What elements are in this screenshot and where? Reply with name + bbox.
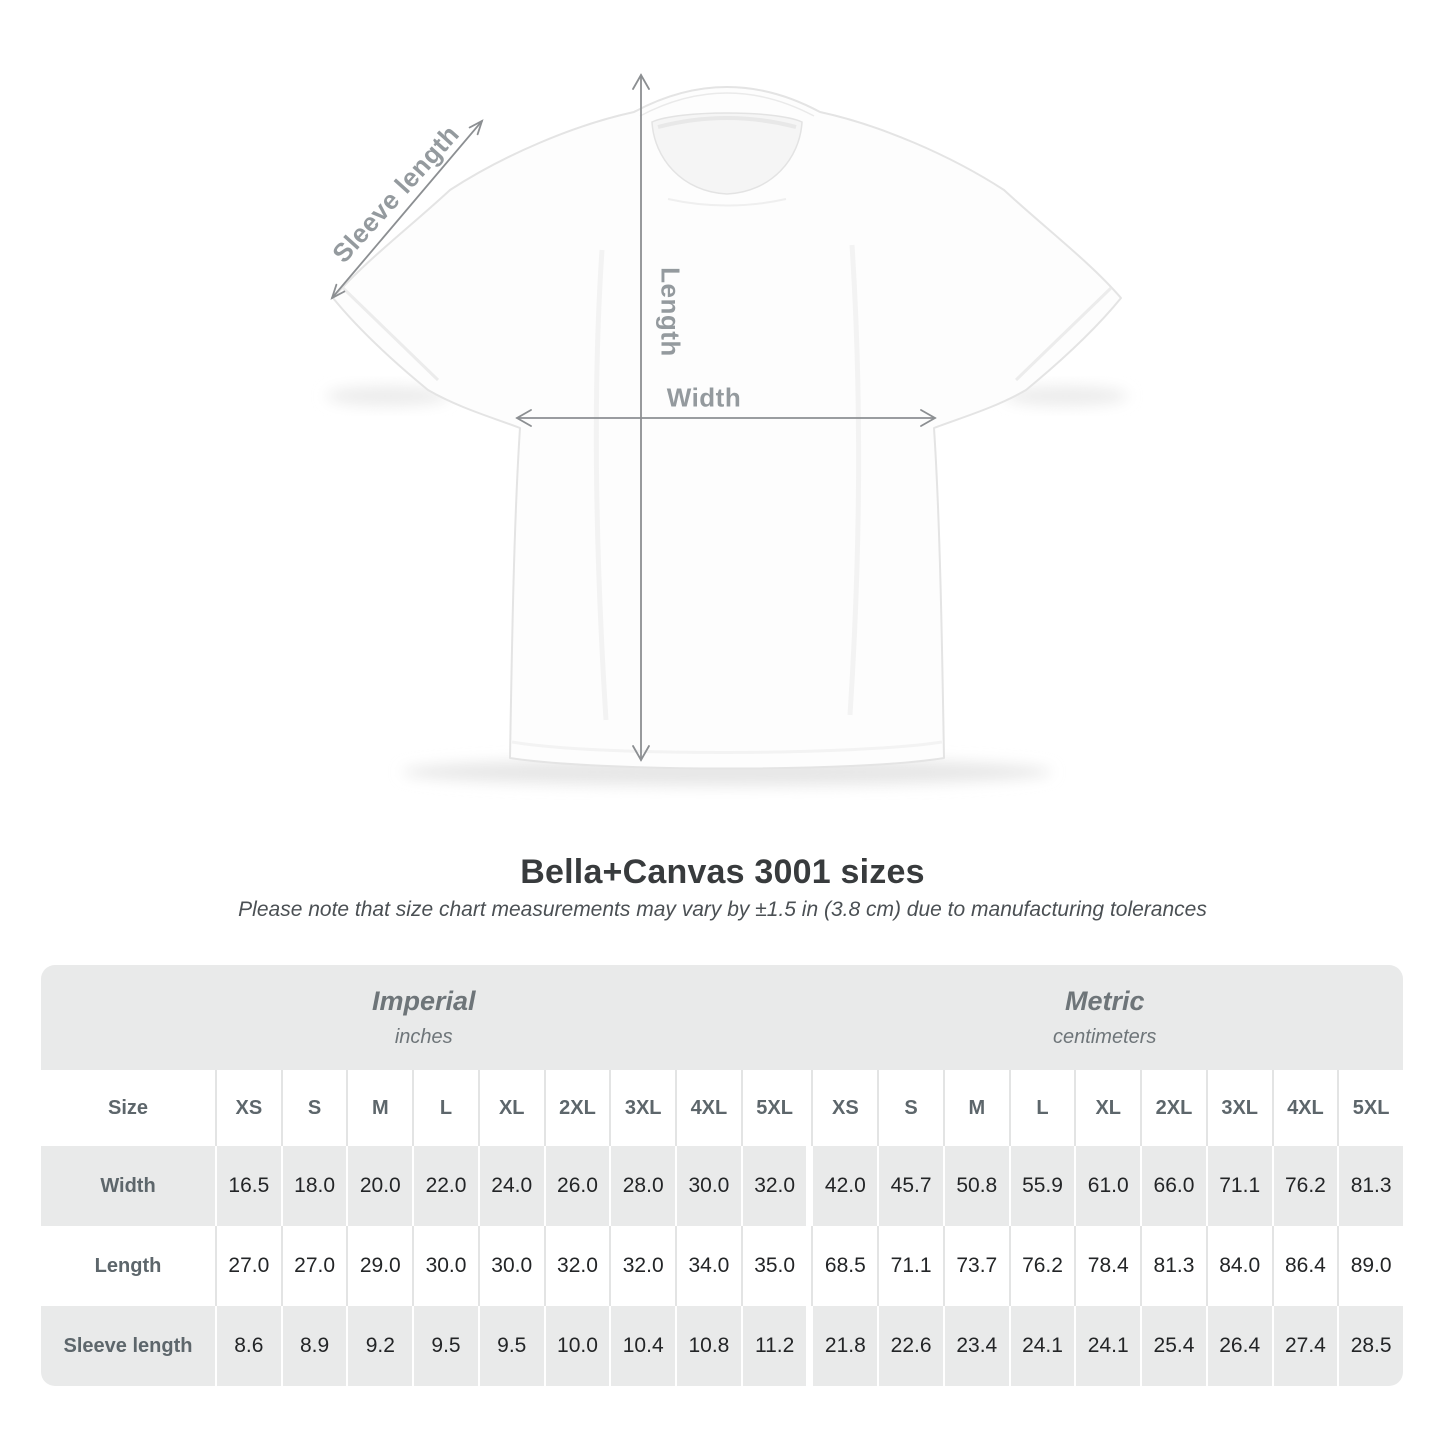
table-cell: 55.9: [1008, 1146, 1075, 1226]
table-cell: 22.6: [877, 1306, 943, 1386]
table-cell: 8.9: [280, 1306, 347, 1386]
table-cell: 10.8: [675, 1306, 741, 1386]
table-cell: 50.8: [942, 1146, 1009, 1226]
table-cell: 32.0: [543, 1226, 610, 1306]
table-cell: 78.4: [1074, 1226, 1141, 1306]
table-cell: 86.4: [1271, 1226, 1338, 1306]
collar: [639, 92, 815, 207]
size-col-header: 5XL: [740, 1070, 807, 1146]
tshirt-illustration: [326, 73, 1128, 786]
table-cell: 23.4: [942, 1306, 1009, 1386]
table-cell: 27.0: [215, 1226, 281, 1306]
table-cell: 26.4: [1205, 1306, 1272, 1386]
row-label-length: Length: [41, 1226, 215, 1306]
imperial-unit: inches: [394, 1026, 453, 1048]
table-cell: 61.0: [1074, 1146, 1141, 1226]
fabric-folds: [511, 244, 943, 755]
table-cell: 73.7: [942, 1226, 1009, 1306]
table-cell: 18.0: [280, 1146, 347, 1226]
table-cell: 8.6: [215, 1306, 281, 1386]
metric-title: Metric: [1064, 986, 1145, 1016]
width-label: Width: [666, 382, 742, 413]
size-col-header: 3XL: [1205, 1070, 1272, 1146]
table-cell: 81.3: [1140, 1226, 1206, 1306]
table-cell: 16.5: [215, 1146, 281, 1226]
size-col-header: 2XL: [1140, 1070, 1206, 1146]
table-cell: 66.0: [1140, 1146, 1206, 1226]
size-col-header: XL: [1074, 1070, 1141, 1146]
table-cell: 27.0: [280, 1226, 347, 1306]
tolerance-note: Please note that size chart measurements…: [238, 898, 1207, 921]
row-label-sleeve-length: Sleeve length: [41, 1306, 215, 1386]
size-col-header: XL: [477, 1070, 544, 1146]
table-cell: 22.0: [412, 1146, 478, 1226]
table-cell: 21.8: [811, 1306, 878, 1386]
table-cell: 30.0: [412, 1226, 478, 1306]
metric-unit: centimeters: [1053, 1026, 1157, 1048]
cuff-seams: [341, 286, 1113, 382]
table-cell: 24.1: [1008, 1306, 1075, 1386]
size-col-header: L: [412, 1070, 478, 1146]
table-cell: 35.0: [740, 1226, 807, 1306]
table-cell: 30.0: [675, 1146, 741, 1226]
size-col-header: 2XL: [543, 1070, 610, 1146]
table-cell: 9.5: [412, 1306, 478, 1386]
table-cell: 29.0: [346, 1226, 413, 1306]
table-cell: 30.0: [477, 1226, 544, 1306]
table-cell: 28.5: [1337, 1306, 1403, 1386]
table-cell: 76.2: [1271, 1146, 1338, 1226]
table-cell: 81.3: [1337, 1146, 1403, 1226]
table-cell: 68.5: [811, 1226, 878, 1306]
size-col-header: S: [280, 1070, 347, 1146]
table-cell: 9.2: [346, 1306, 413, 1386]
table-cell: 27.4: [1271, 1306, 1338, 1386]
table-cell: 11.2: [740, 1306, 807, 1386]
size-col-header: M: [346, 1070, 413, 1146]
table-cell: 20.0: [346, 1146, 413, 1226]
tshirt-body: [332, 86, 1122, 770]
metric-section-header: Metric centimeters: [806, 965, 1403, 1070]
size-col-header: XS: [215, 1070, 281, 1146]
table-cell: 10.0: [543, 1306, 610, 1386]
table-cell: 89.0: [1337, 1226, 1403, 1306]
table-cell: 34.0: [675, 1226, 741, 1306]
tshirt-shadow: [326, 386, 1128, 786]
table-cell: 42.0: [811, 1146, 878, 1226]
size-row-label: Size: [41, 1070, 215, 1146]
size-col-header: S: [877, 1070, 943, 1146]
size-chart-table: Imperial inches Metric centimeters Size …: [41, 965, 1403, 1386]
table-cell: 32.0: [740, 1146, 807, 1226]
size-col-header: 4XL: [1271, 1070, 1338, 1146]
table-cell: 9.5: [477, 1306, 544, 1386]
length-label: Length: [655, 267, 686, 357]
table-cell: 84.0: [1205, 1226, 1272, 1306]
width-arrow: [515, 409, 937, 427]
size-col-header: 3XL: [609, 1070, 676, 1146]
table-cell: 25.4: [1140, 1306, 1206, 1386]
table-cell: 10.4: [609, 1306, 676, 1386]
size-col-header: L: [1008, 1070, 1075, 1146]
size-col-header: 4XL: [675, 1070, 741, 1146]
table-cell: 71.1: [877, 1226, 943, 1306]
row-label-width: Width: [41, 1146, 215, 1226]
tshirt-diagram: Sleeve length Length Width: [326, 73, 1128, 786]
imperial-title: Imperial: [371, 986, 476, 1016]
imperial-section-header: Imperial inches: [41, 965, 807, 1070]
table-cell: 26.0: [543, 1146, 610, 1226]
size-col-header: XS: [811, 1070, 878, 1146]
table-cell: 32.0: [609, 1226, 676, 1306]
table-cell: 45.7: [877, 1146, 943, 1226]
table-cell: 24.0: [477, 1146, 544, 1226]
table-cell: 76.2: [1008, 1226, 1075, 1306]
page-title: Bella+Canvas 3001 sizes: [520, 853, 925, 891]
table-cell: 71.1: [1205, 1146, 1272, 1226]
sleeve-length-arrow: [330, 119, 484, 300]
size-col-header: M: [942, 1070, 1009, 1146]
table-cell: 28.0: [609, 1146, 676, 1226]
table-cell: 24.1: [1074, 1306, 1141, 1386]
size-col-header: 5XL: [1337, 1070, 1403, 1146]
